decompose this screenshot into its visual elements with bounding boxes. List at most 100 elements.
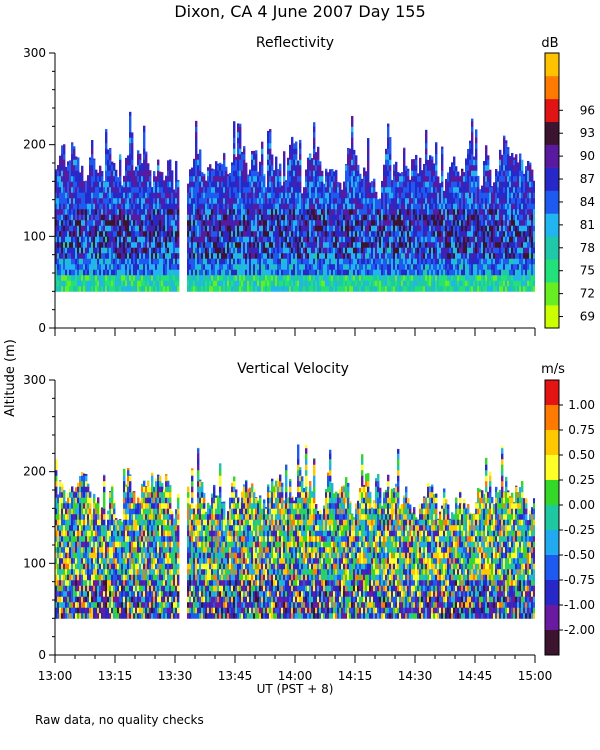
heatmap-cell xyxy=(393,208,396,215)
heatmap-cell xyxy=(103,219,106,226)
heatmap-cell xyxy=(429,225,432,232)
heatmap-cell xyxy=(101,219,104,226)
heatmap-cell xyxy=(269,230,272,237)
heatmap-cell xyxy=(315,208,318,215)
heatmap-cell xyxy=(441,285,444,292)
heatmap-cell xyxy=(243,197,246,204)
heatmap-cell xyxy=(389,170,392,177)
heatmap-cell xyxy=(291,186,294,193)
heatmap-cell xyxy=(459,181,462,188)
heatmap-cell xyxy=(227,197,230,204)
heatmap-cell xyxy=(289,219,292,226)
heatmap-cell xyxy=(195,153,198,160)
heatmap-cell xyxy=(335,214,338,221)
heatmap-cell xyxy=(141,170,144,177)
heatmap-cell xyxy=(115,258,118,265)
heatmap-cell xyxy=(173,252,176,259)
heatmap-cell xyxy=(253,170,256,177)
heatmap-cell xyxy=(97,175,100,182)
heatmap-cell xyxy=(127,214,130,221)
heatmap-cell xyxy=(401,214,404,221)
heatmap-cell xyxy=(141,241,144,248)
heatmap-cell xyxy=(159,203,162,210)
heatmap-cell xyxy=(219,170,222,177)
heatmap-cell xyxy=(379,230,382,237)
heatmap-cell xyxy=(281,274,284,281)
heatmap-cell xyxy=(207,269,210,276)
heatmap-cell xyxy=(405,175,408,182)
heatmap-cell xyxy=(443,285,446,292)
heatmap-cell xyxy=(59,236,62,243)
heatmap-cell xyxy=(339,247,342,254)
heatmap-cell xyxy=(409,241,412,248)
heatmap-cell xyxy=(125,236,128,243)
heatmap-cell xyxy=(387,236,390,243)
heatmap-cell xyxy=(333,225,336,232)
heatmap-cell xyxy=(473,156,476,160)
heatmap-cell xyxy=(447,197,450,204)
heatmap-cell xyxy=(165,197,168,204)
heatmap-cell xyxy=(109,170,112,177)
heatmap-cell xyxy=(261,274,264,281)
heatmap-cell xyxy=(399,269,402,276)
heatmap-cell xyxy=(83,236,86,243)
heatmap-cell xyxy=(293,170,296,177)
heatmap-cell xyxy=(57,225,60,232)
heatmap-cell xyxy=(167,258,170,265)
heatmap-cell xyxy=(217,230,220,237)
heatmap-cell xyxy=(451,208,454,215)
heatmap-cell xyxy=(341,247,344,254)
heatmap-cell xyxy=(469,186,472,193)
heatmap-cell xyxy=(477,269,480,276)
heatmap-cell xyxy=(79,192,82,199)
heatmap-cell xyxy=(301,280,304,287)
heatmap-cell xyxy=(113,203,116,210)
heatmap-cell xyxy=(139,214,142,221)
heatmap-cell xyxy=(389,137,392,138)
heatmap-cell xyxy=(367,285,370,292)
heatmap-cell xyxy=(399,225,402,232)
heatmap-cell xyxy=(275,214,278,221)
heatmap-cell xyxy=(215,181,218,188)
heatmap-cell xyxy=(221,164,224,171)
heatmap-cell xyxy=(207,263,210,270)
heatmap-cell xyxy=(377,214,380,221)
heatmap-cell xyxy=(243,186,246,193)
heatmap-cell xyxy=(291,181,294,188)
heatmap-cell xyxy=(99,230,102,237)
heatmap-cell xyxy=(135,203,138,210)
heatmap-cell xyxy=(131,258,134,265)
heatmap-cell xyxy=(449,274,452,281)
heatmap-cell xyxy=(223,170,226,177)
heatmap-cell xyxy=(65,225,68,232)
heatmap-cell xyxy=(71,252,74,259)
heatmap-cell xyxy=(421,263,424,270)
heatmap-cell xyxy=(233,269,236,276)
heatmap-cell xyxy=(69,164,72,171)
heatmap-cell xyxy=(145,285,148,292)
heatmap-cell xyxy=(379,203,382,210)
heatmap-cell xyxy=(465,175,468,182)
heatmap-cell xyxy=(349,225,352,232)
heatmap-cell xyxy=(177,214,180,221)
heatmap-cell xyxy=(321,241,324,248)
heatmap-cell xyxy=(465,170,468,177)
heatmap-cell xyxy=(139,170,142,177)
heatmap-cell xyxy=(157,230,160,237)
heatmap-cell xyxy=(121,186,124,193)
heatmap-cell xyxy=(193,192,196,199)
heatmap-cell xyxy=(193,280,196,287)
heatmap-cell xyxy=(443,197,446,204)
heatmap-cell xyxy=(165,258,168,265)
heatmap-cell xyxy=(327,280,330,287)
heatmap-cell xyxy=(353,203,356,210)
heatmap-cell xyxy=(383,192,386,199)
heatmap-cell xyxy=(349,252,352,259)
heatmap-cell xyxy=(325,252,328,259)
heatmap-cell xyxy=(83,219,86,226)
heatmap-cell xyxy=(187,258,190,265)
heatmap-cell xyxy=(381,274,384,281)
heatmap-cell xyxy=(355,219,358,226)
heatmap-cell xyxy=(55,208,58,215)
heatmap-cell xyxy=(283,230,286,237)
